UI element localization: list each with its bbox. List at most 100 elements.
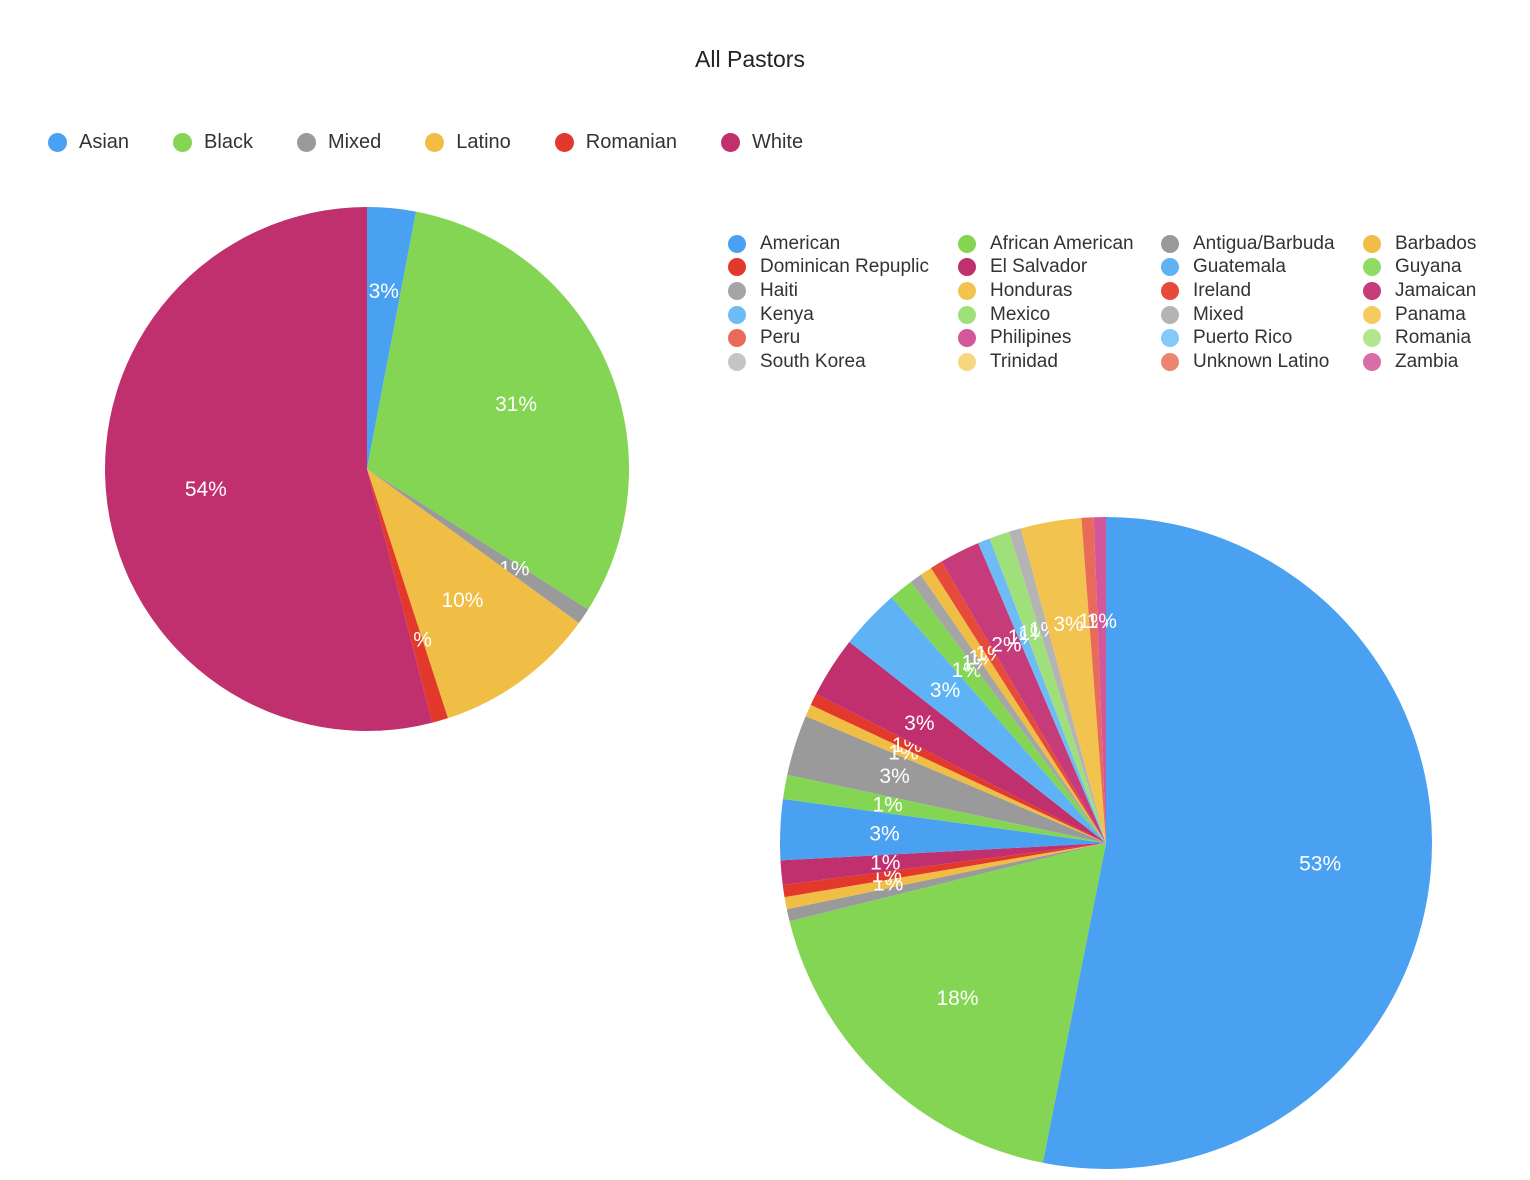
legend-swatch [958,281,976,300]
legend2-item-kenya: Kenya [728,304,958,326]
pie-value-label: 54% [185,478,227,501]
pie-slice-black [367,211,629,610]
legend-swatch [1363,281,1381,300]
pie-slice-trinidad [1020,517,1106,843]
legend-label: Black [204,131,253,153]
legend-label: Unknown Latino [1193,350,1330,372]
pie-slice-romania [989,531,1106,843]
legend2-item-south-korea: South Korea [728,351,958,373]
legend-label: Peru [760,327,801,349]
pie-slice-white [105,207,433,731]
pie-value-label: 1% [1087,610,1117,633]
legend-swatch [1161,258,1179,277]
pie-slice-unknown-latino [1081,517,1106,843]
legend-label: African American [990,232,1134,254]
pie-country: 53%18%1%1%1%3%1%3%1%1%3%3%1%1%1%1%2%1%1%… [780,517,1432,1169]
legend-label: Guatemala [1193,256,1286,278]
legend-country: American African American Antigua/Barbuda B… [728,233,1493,373]
pie-value-label: 3% [369,280,399,303]
legend-label: South Korea [760,350,866,372]
pie-ethnicity: 3%31%1%10%1%54% [105,207,629,731]
pie-value-label: 1% [872,793,902,816]
legend-label: Kenya [760,303,814,325]
legend-swatch [958,305,976,324]
legend-swatch [1363,352,1381,371]
pie-slice-kenya [849,597,1106,843]
pie-slice-panama [920,567,1106,843]
legend1-item-asian: Asian [48,131,129,154]
legend1-item-latino: Latino [425,131,511,154]
legend-label: Haiti [760,279,799,301]
legend1-item-romanian: Romanian [554,131,677,154]
legend-label: Mixed [1193,303,1244,325]
legend-all-pastors: Asian Black Mixed Latino Romanian White [48,131,847,154]
legend-swatch [728,258,746,277]
pie-slice-mixed [910,574,1106,843]
legend-swatch [296,133,316,152]
legend2-item-philipines: Philipines [958,327,1161,349]
legend-label: Jamaican [1395,279,1477,301]
legend2-item-unknown-latino: Unknown Latino [1161,351,1363,373]
legend-label: Romania [1395,327,1472,349]
legend-swatch [1161,305,1179,324]
legend-label: Trinidad [990,350,1058,372]
legend-label: Panama [1395,303,1466,325]
legend2-item-el-salvador: El Salvador [958,256,1161,279]
pie-slice-african-american [789,843,1106,1163]
pie-slice-ireland [810,693,1106,843]
legend-swatch [958,258,976,277]
pie-value-label: 3% [879,765,909,788]
legend2-item-barbados: Barbados [1363,233,1493,255]
legend2-item-panama: Panama [1363,304,1493,326]
pie-slice-mexico [891,581,1106,843]
legend-swatch [1161,281,1179,300]
pie-slice-puerto-rico [978,538,1106,843]
legend-swatch [728,352,746,371]
legend-label: Barbados [1395,232,1477,254]
legend2-item-mexico: Mexico [958,304,1161,326]
pie-slice-south-korea [1008,528,1106,843]
pie-slice-philipines [941,543,1106,843]
pie-slice-zambia [1093,517,1106,843]
legend-label: Latino [456,131,511,153]
legend-label: Puerto Rico [1193,327,1293,349]
legend-label: Honduras [990,279,1073,301]
pie-slice-haiti [787,716,1106,843]
legend-swatch [1363,234,1381,253]
pie-slice-guatemala [780,799,1106,861]
legend-label: American [760,232,841,254]
legend2-item-ireland: Ireland [1161,280,1363,302]
legend2-item-dominican-repuplic: Dominican Repuplic [728,256,958,279]
pie-slice-american [1042,517,1432,1169]
pie-slice-jamaican [816,642,1106,843]
legend-swatch [728,305,746,324]
legend-swatch [1363,329,1381,348]
pie-value-label: 3% [1053,613,1083,636]
legend-label: Mexico [990,303,1051,325]
legend2-item-haiti: Haiti [728,280,958,302]
legend-swatch [958,234,976,253]
legend2-item-mixed: Mixed [1161,304,1363,326]
pie-value-label: 3% [869,822,899,845]
pie-slice-asian [367,207,417,469]
legend-swatch [958,352,976,371]
legend-swatch [1363,258,1381,277]
chart-title: All Pastors [695,46,805,72]
legend-swatch [48,133,67,152]
legend2-item-jamaican: Jamaican [1363,280,1493,302]
legend-swatch [1161,329,1179,348]
pie-value-label: 10% [441,589,483,612]
legend-label: Dominican Repuplic [760,256,929,278]
pie-slice-peru [931,561,1106,843]
legend1-item-white: White [720,131,803,154]
legend2-item-zambia: Zambia [1363,351,1493,373]
legend2-item-romania: Romania [1363,327,1493,349]
legend-swatch [728,281,746,300]
legend-label: El Salvador [990,256,1088,278]
pie-slice-barbados [784,843,1106,910]
pie-slice-mixed [367,469,589,623]
legend2-item-honduras: Honduras [958,280,1161,302]
legend-swatch [720,133,740,152]
legend-label: Philipines [990,327,1072,349]
